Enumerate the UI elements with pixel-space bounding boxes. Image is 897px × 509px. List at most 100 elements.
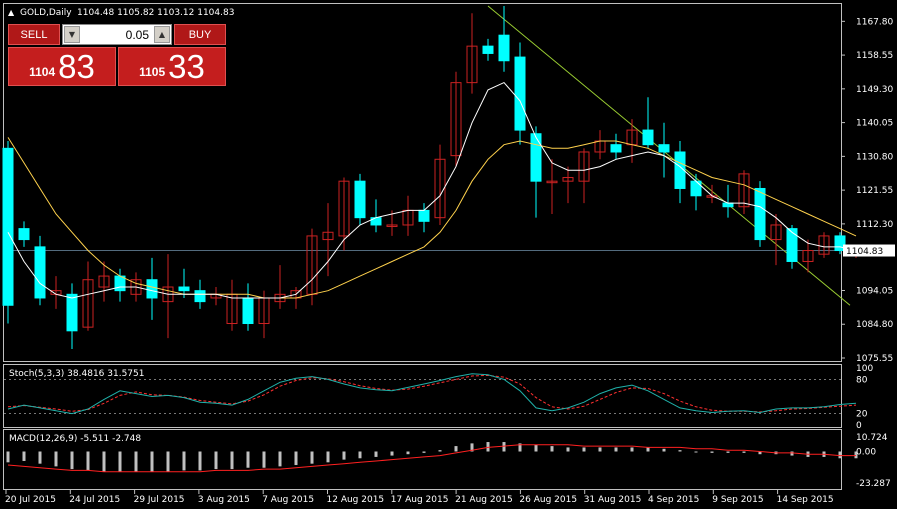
candle xyxy=(386,210,398,236)
date-label: 29 Jul 2015 xyxy=(134,495,185,505)
one-click-trading-panel: SELL ▼ ▲ BUY 1104 83 1105 33 xyxy=(8,24,226,86)
candle-body xyxy=(610,144,622,153)
candle xyxy=(370,199,382,233)
candle-body xyxy=(578,151,590,182)
sell-button[interactable]: SELL xyxy=(8,24,60,45)
chart-collapse-icon[interactable]: ▲ xyxy=(8,8,15,17)
candle-body xyxy=(514,56,526,131)
candle xyxy=(338,177,350,251)
current-price-tag xyxy=(843,244,895,257)
candle xyxy=(770,214,782,266)
stoch-pane[interactable] xyxy=(3,364,842,428)
lot-increase-icon[interactable]: ▲ xyxy=(154,26,170,43)
macd-histogram-bar xyxy=(758,451,762,455)
lot-size-input[interactable] xyxy=(83,26,151,43)
candle-body xyxy=(738,173,750,208)
candle xyxy=(658,122,670,178)
stoch-title: Stoch(5,3,3) 38.4816 31.5751 xyxy=(9,369,144,379)
candle-body xyxy=(562,177,574,182)
candle xyxy=(642,97,654,149)
buy-button[interactable]: BUY xyxy=(174,24,226,45)
macd-histogram-bar xyxy=(326,451,330,463)
price-label: 1112.30 xyxy=(856,220,893,230)
macd-histogram-bar xyxy=(22,451,26,461)
price-label: 1084.80 xyxy=(856,320,893,330)
candle-body xyxy=(530,133,542,182)
candle xyxy=(354,173,366,225)
macd-histogram-bar xyxy=(662,448,666,452)
macd-histogram-bar xyxy=(214,451,218,470)
macd-histogram-bar xyxy=(310,451,314,464)
bid-price-suffix: 83 xyxy=(58,48,95,85)
macd-histogram-bar xyxy=(854,451,858,459)
candle xyxy=(242,283,254,331)
price-label: 1075.55 xyxy=(856,354,893,364)
price-label: 1130.80 xyxy=(856,152,893,162)
macd-pane[interactable] xyxy=(3,429,842,490)
macd-histogram-bar xyxy=(198,451,202,471)
macd-histogram-bar xyxy=(470,443,474,452)
lot-decrease-icon[interactable]: ▼ xyxy=(64,26,80,43)
date-label: 14 Sep 2015 xyxy=(777,495,834,505)
candle-body xyxy=(642,129,654,146)
candle-body xyxy=(338,180,350,237)
candle-body xyxy=(482,45,494,54)
macd-histogram-bar xyxy=(550,446,554,452)
macd-histogram-bar xyxy=(246,451,250,468)
macd-histogram-bar xyxy=(102,451,106,472)
candle-body xyxy=(690,180,702,197)
macd-histogram-bar xyxy=(54,451,58,467)
candle-body xyxy=(98,275,110,288)
stoch-level-label: 80 xyxy=(856,375,868,385)
date-label: 17 Aug 2015 xyxy=(391,495,449,505)
candle-body xyxy=(242,297,254,325)
stoch-level-label: 0 xyxy=(856,421,862,431)
date-label: 4 Sep 2015 xyxy=(648,495,699,505)
candle-body xyxy=(770,224,782,241)
candle xyxy=(98,261,110,302)
symbol-period-label: GOLD,Daily xyxy=(20,8,72,18)
candle xyxy=(226,279,238,331)
candle-body xyxy=(834,235,846,252)
candle-body xyxy=(386,224,398,227)
macd-histogram-bar xyxy=(182,451,186,471)
candle-body xyxy=(818,235,830,255)
macd-histogram-bar xyxy=(278,451,282,467)
macd-histogram-bar xyxy=(710,451,714,453)
candle-body xyxy=(194,290,206,303)
date-label: 7 Aug 2015 xyxy=(262,495,314,505)
candle xyxy=(466,13,478,94)
candle xyxy=(210,287,222,306)
macd-histogram-bar xyxy=(86,451,90,471)
macd-histogram-bar xyxy=(678,450,682,452)
price-label: 1167.80 xyxy=(856,17,893,27)
candle-body xyxy=(66,293,78,332)
macd-histogram-bar xyxy=(150,451,154,472)
date-label: 21 Aug 2015 xyxy=(455,495,513,505)
candle-body xyxy=(786,228,798,262)
date-label: 20 Jul 2015 xyxy=(5,495,56,505)
candle xyxy=(82,261,94,331)
candle-body xyxy=(322,231,334,241)
macd-signal-line xyxy=(7,444,856,473)
price-label: 1140.05 xyxy=(856,119,893,129)
ask-price-prefix: 1105 xyxy=(139,65,166,79)
macd-histogram-bar xyxy=(742,451,746,453)
candle-body xyxy=(674,151,686,189)
candle-body xyxy=(498,34,510,62)
candle xyxy=(610,133,622,160)
candle xyxy=(514,42,526,145)
ask-price-button[interactable]: 1105 33 xyxy=(118,47,226,86)
macd-histogram-bar xyxy=(454,446,458,452)
macd-histogram-bar xyxy=(582,447,586,452)
macd-level-label: -23.287 xyxy=(856,479,891,489)
candle xyxy=(482,38,494,61)
candle xyxy=(162,254,174,339)
current-price-label: 1104.83 xyxy=(846,247,883,257)
bid-price-button[interactable]: 1104 83 xyxy=(8,47,116,86)
candle xyxy=(66,283,78,350)
candle-body xyxy=(466,45,478,84)
candle-body xyxy=(146,279,158,299)
macd-histogram-bar xyxy=(38,451,42,464)
